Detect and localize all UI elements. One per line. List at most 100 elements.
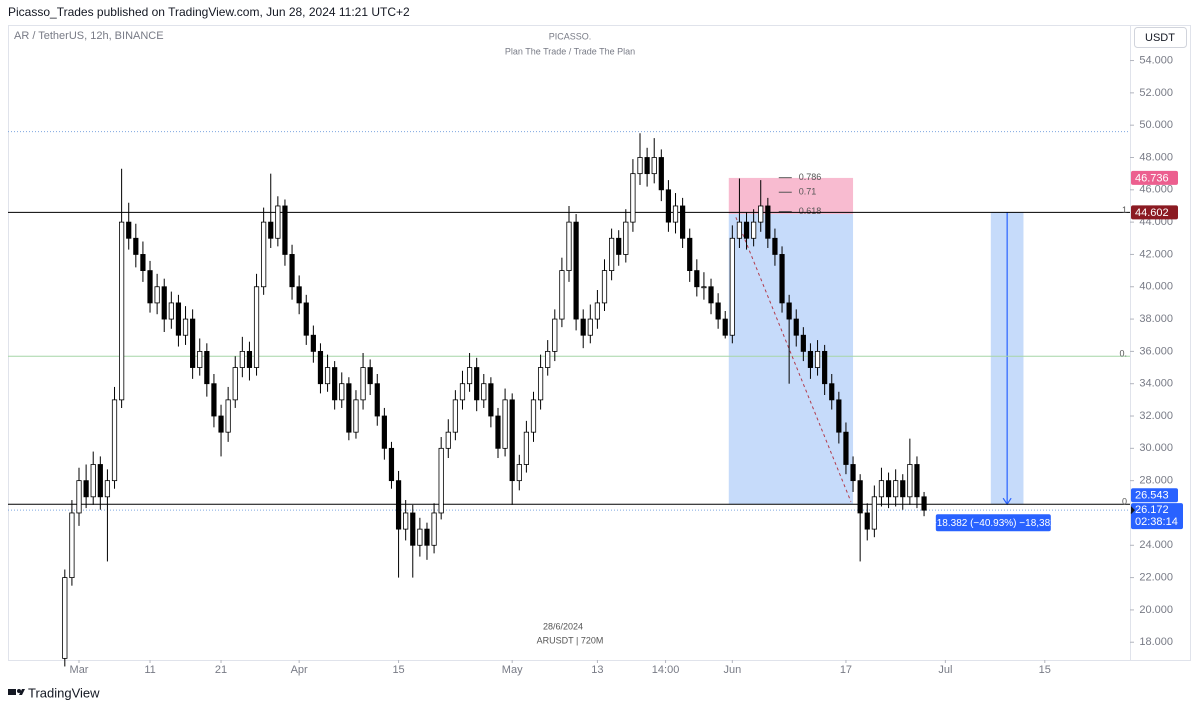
candle-body: [90, 464, 96, 498]
candle-body: [850, 464, 856, 482]
candle-body: [111, 399, 118, 482]
x-tick-label: Apr: [291, 664, 308, 676]
candle-body: [445, 431, 451, 449]
candle-body: [374, 383, 380, 417]
candle-body: [751, 221, 757, 239]
candle-body: [346, 383, 352, 433]
x-tick-label: Mar: [70, 664, 89, 676]
candle-body: [680, 205, 686, 239]
candle-body: [623, 221, 629, 255]
countdown-label: 02:38:14: [1135, 516, 1178, 528]
candle-body: [154, 286, 160, 304]
candle-body: [537, 367, 544, 401]
candle-body: [211, 383, 217, 417]
candle-body: [864, 512, 870, 530]
candle-body: [126, 221, 132, 239]
candle-body: [97, 464, 103, 498]
x-tick-label: 17: [840, 664, 852, 676]
y-tick-label: 42.000: [1139, 248, 1173, 260]
candle-body: [907, 464, 913, 498]
y-tick-label: 50.000: [1139, 119, 1173, 131]
candle-body: [360, 367, 366, 401]
currency-button[interactable]: [1134, 27, 1187, 48]
candle-body: [708, 286, 714, 304]
candle-body: [573, 221, 579, 320]
candle-body: [275, 205, 281, 239]
price-label-box: [1131, 170, 1178, 185]
candle-body: [474, 367, 480, 401]
candle-body: [793, 318, 799, 336]
candle-body: [303, 302, 309, 336]
candle-body: [190, 318, 196, 368]
candle-body: [417, 528, 423, 546]
symbol-info: AR / TetherUS, 12h, BINANCE: [14, 30, 164, 42]
candle-body: [296, 286, 302, 304]
candle-body: [736, 221, 743, 239]
candle-body: [587, 318, 593, 336]
candle-body: [76, 480, 82, 514]
currency-label[interactable]: USDT: [1145, 32, 1175, 44]
candle-body: [488, 383, 494, 417]
x-tick-label: 13: [591, 664, 603, 676]
x-tick-label: Jun: [723, 664, 741, 676]
candle-body: [658, 157, 664, 191]
candle-body: [161, 286, 167, 320]
candle-body: [672, 205, 679, 223]
y-tick-label: 24.000: [1139, 539, 1173, 551]
candle-body: [466, 367, 473, 385]
candle-body: [786, 302, 792, 320]
candle-body: [921, 496, 927, 511]
candle-body: [836, 399, 842, 433]
x-tick-label: 21: [215, 664, 227, 676]
candle-body: [644, 157, 650, 175]
stop-zone: [728, 177, 854, 215]
candle-body: [332, 367, 338, 401]
y-tick-label: 30.000: [1139, 442, 1173, 454]
candle-body: [367, 367, 373, 385]
candle-body: [459, 383, 466, 401]
tradingview-logo: TradingView: [8, 685, 100, 700]
candle-body: [69, 512, 75, 578]
candle-body: [452, 399, 458, 433]
candle-body: [225, 399, 231, 433]
logo-mark: [19, 689, 25, 695]
candle-body: [168, 302, 174, 320]
candle-body: [829, 383, 835, 401]
candle-body: [814, 350, 821, 368]
cursor-date: 28/6/2024: [543, 621, 583, 631]
x-tick-label: 15: [1039, 664, 1051, 676]
candle-body: [566, 221, 572, 271]
level-label: 0: [1122, 497, 1127, 507]
candle-body: [516, 464, 522, 482]
x-tick-label: 14:00: [652, 664, 680, 676]
candle-body: [765, 205, 771, 239]
candle-body: [743, 221, 750, 239]
price-label: 46.736: [1135, 172, 1169, 184]
candle-body: [502, 399, 508, 449]
last-price-pointer: [1131, 506, 1135, 515]
price-label: 44.602: [1135, 207, 1169, 219]
candle-body: [133, 237, 139, 255]
x-tick-label: May: [502, 664, 523, 676]
y-tick-label: 34.000: [1139, 378, 1173, 390]
candle-body: [204, 350, 210, 385]
y-tick-label: 40.000: [1139, 281, 1173, 293]
candle-body: [701, 286, 707, 289]
candle-body: [289, 254, 295, 288]
cursor-info: ARUSDT | 720M: [537, 635, 604, 645]
target-zone: [728, 214, 854, 505]
candle-body: [758, 205, 764, 223]
candle-body: [900, 480, 906, 498]
candle-body: [545, 350, 551, 368]
candle-body: [722, 318, 728, 336]
candle-body: [147, 270, 153, 304]
candle-body: [665, 189, 672, 223]
candle-body: [424, 528, 430, 546]
candle-body: [395, 480, 402, 530]
price-label: 26.543: [1135, 490, 1169, 502]
candle-body: [282, 205, 288, 255]
y-tick-label: 38.000: [1139, 313, 1173, 325]
fib-label: 0.71: [799, 187, 817, 197]
candle-body: [431, 512, 437, 546]
